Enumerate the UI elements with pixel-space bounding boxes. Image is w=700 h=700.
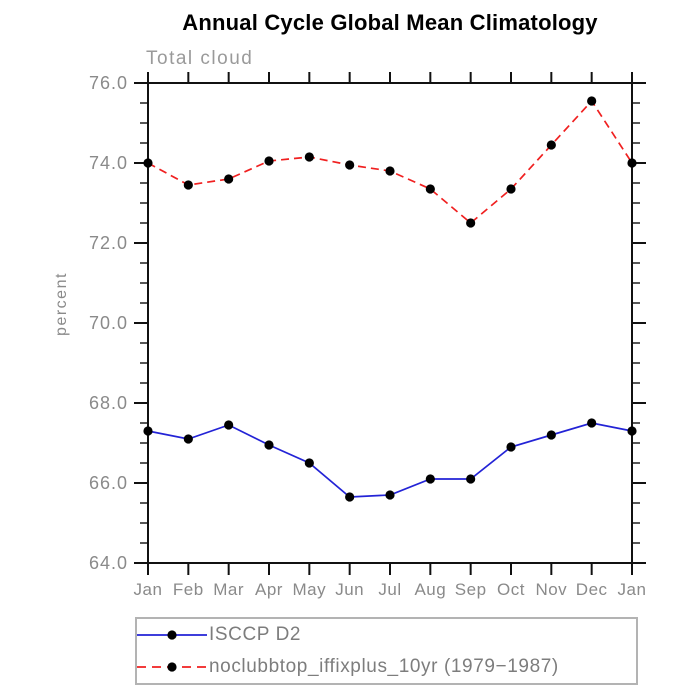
data-point-marker (224, 174, 234, 184)
data-point-marker (466, 218, 476, 228)
data-point-marker (466, 474, 476, 484)
chart-subtitle: Total cloud (146, 48, 254, 69)
x-tick-label: Jan (618, 580, 647, 599)
data-point-marker (385, 490, 395, 500)
x-tick-label: Oct (497, 580, 525, 599)
data-point-marker (304, 458, 314, 468)
legend-label: noclubbtop_iffixplus_10yr (1979−1987) (209, 655, 559, 677)
y-tick-label: 74.0 (89, 153, 128, 173)
data-point-marker (304, 152, 314, 162)
x-tick-label: Nov (535, 580, 567, 599)
data-point-marker (425, 184, 435, 194)
y-tick-label: 72.0 (89, 233, 128, 253)
legend-label: ISCCP D2 (209, 624, 302, 646)
data-point-marker (143, 426, 153, 436)
y-tick-label: 64.0 (89, 553, 128, 573)
legend-item-noclubbtop: noclubbtop_iffixplus_10yr (1979−1987) (137, 652, 636, 682)
data-point-marker (587, 418, 597, 428)
y-tick-label: 76.0 (89, 73, 128, 93)
x-tick-label: Jan (134, 580, 163, 599)
legend-box: ISCCP D2 noclubbtop_iffixplus_10yr (1979… (135, 617, 638, 685)
data-point-marker (264, 440, 274, 450)
x-tick-label: Apr (255, 580, 283, 599)
data-point-marker (183, 180, 193, 190)
x-tick-label: Aug (414, 580, 446, 599)
data-point-marker (345, 492, 355, 502)
x-tick-label: Jun (335, 580, 364, 599)
y-tick-label: 66.0 (89, 473, 128, 493)
x-tick-label: Sep (455, 580, 487, 599)
x-tick-label: Mar (213, 580, 244, 599)
data-point-marker (224, 420, 234, 430)
data-point-marker (385, 166, 395, 176)
series-line-0 (147, 422, 633, 498)
x-tick-label: May (293, 580, 327, 599)
chart-title: Annual Cycle Global Mean Climatology (182, 10, 598, 35)
x-tick-label: Jul (378, 580, 401, 599)
data-point-marker (425, 474, 435, 484)
data-point-marker (264, 156, 274, 166)
series-line-1 (147, 99, 633, 225)
data-point-marker (587, 96, 597, 106)
data-point-marker (506, 184, 516, 194)
legend-line-dashed-dot-icon (137, 662, 207, 672)
data-point-marker (627, 158, 637, 168)
y-tick-label: 70.0 (89, 313, 128, 333)
x-tick-label: Dec (576, 580, 608, 599)
legend-item-isccp-d2: ISCCP D2 (137, 620, 636, 650)
data-point-marker (183, 434, 193, 444)
x-tick-label: Feb (173, 580, 204, 599)
data-point-marker (345, 160, 355, 170)
y-tick-label: 68.0 (89, 393, 128, 413)
data-point-marker (546, 430, 556, 440)
legend-line-solid-dot-icon (137, 630, 207, 640)
data-point-marker (506, 442, 516, 452)
data-point-marker (627, 426, 637, 436)
data-point-marker (143, 158, 153, 168)
data-point-marker (546, 140, 556, 150)
